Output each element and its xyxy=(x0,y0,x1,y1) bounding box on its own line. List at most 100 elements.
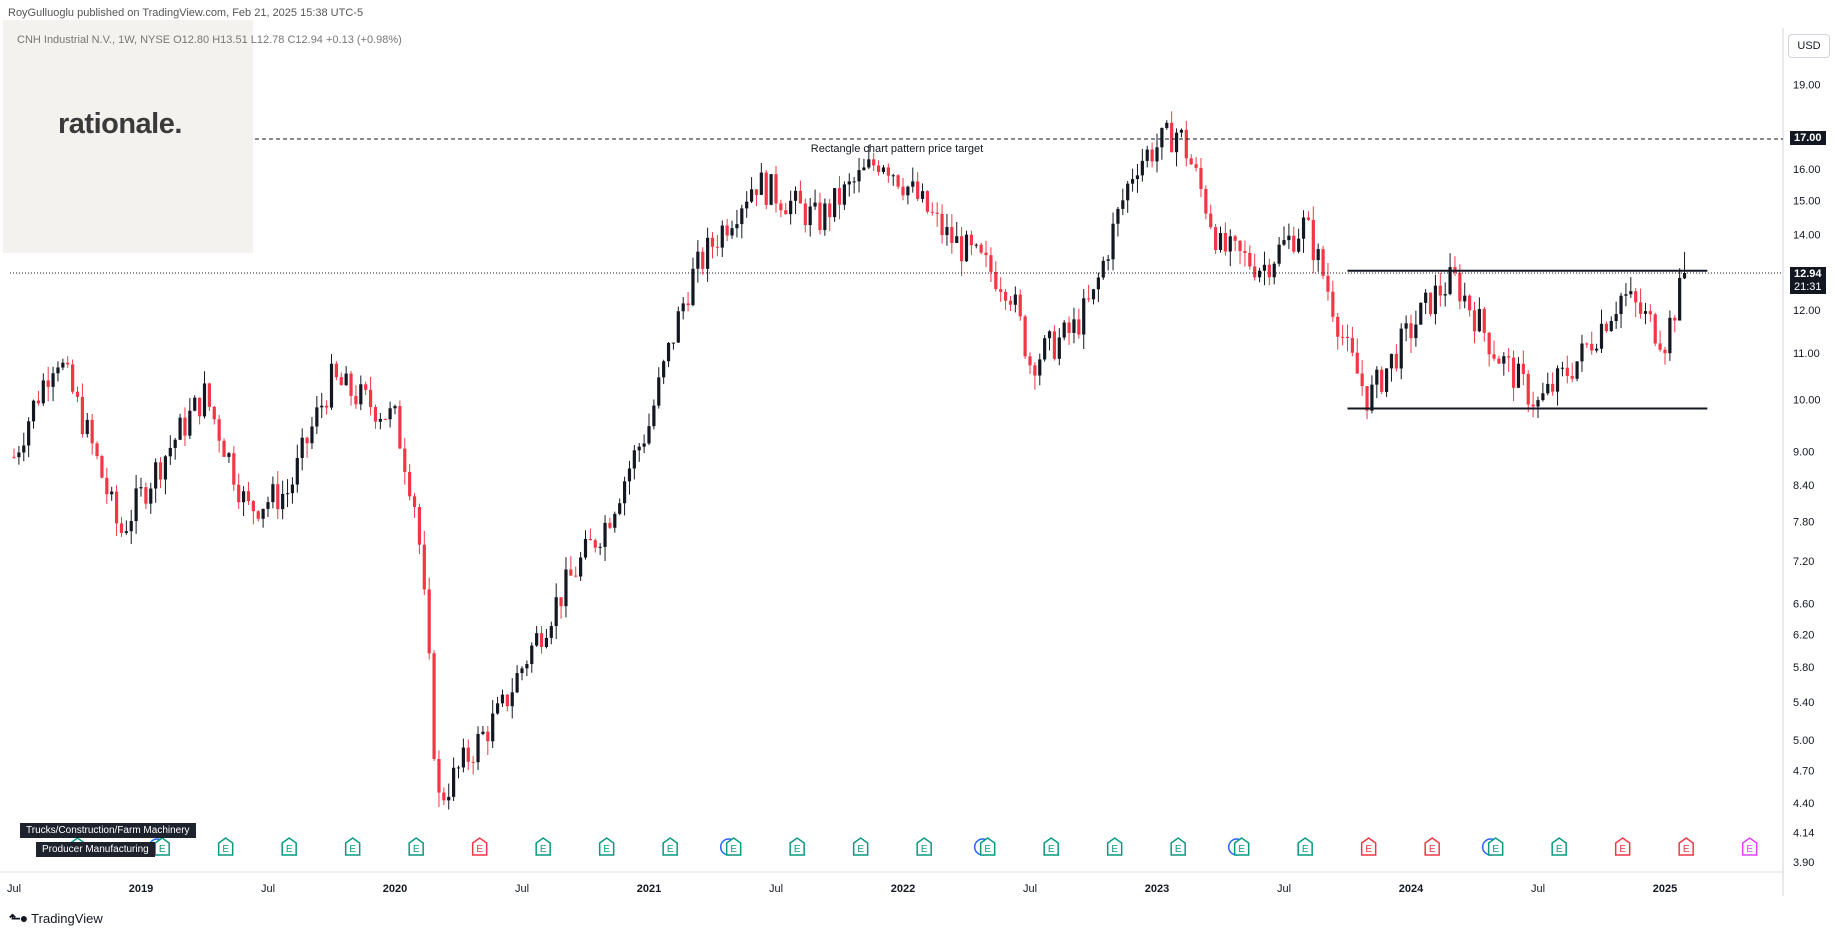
candle-body xyxy=(168,447,172,457)
sector-tag[interactable]: Trucks/Construction/Farm Machinery xyxy=(20,823,196,838)
candle-body xyxy=(1409,323,1413,339)
svg-text:E: E xyxy=(1746,844,1753,855)
earnings-icon[interactable]: E xyxy=(1741,837,1758,856)
candle-body xyxy=(295,457,299,485)
candle-body xyxy=(1643,311,1648,314)
candle-body xyxy=(442,792,446,801)
candle-body xyxy=(593,540,597,548)
candle-body xyxy=(500,694,505,704)
svg-text:E: E xyxy=(1238,844,1245,855)
earnings-icon[interactable]: E xyxy=(789,837,805,856)
candle-body xyxy=(666,342,671,362)
candle-body xyxy=(461,747,465,768)
industry-tag[interactable]: Producer Manufacturing xyxy=(36,842,155,857)
candle-body xyxy=(1165,122,1169,128)
candle-body xyxy=(1575,361,1579,379)
candle-body xyxy=(583,538,588,558)
earnings-icon[interactable]: E xyxy=(217,837,234,856)
earnings-icon[interactable]: E xyxy=(1106,837,1123,856)
candle-body xyxy=(906,186,910,196)
candle-body xyxy=(285,493,290,495)
candle-body xyxy=(1248,252,1252,267)
y-tick-label: 10.00 xyxy=(1793,395,1821,407)
candle-body xyxy=(769,174,773,205)
earnings-icon[interactable]: E xyxy=(1614,837,1631,856)
currency-button[interactable]: USD xyxy=(1788,34,1830,58)
earnings-icon[interactable]: E xyxy=(1551,837,1567,856)
x-tick-label: 2022 xyxy=(891,883,915,895)
earnings-icon[interactable]: E xyxy=(535,837,551,856)
earnings-icon[interactable]: E xyxy=(979,837,996,856)
earnings-icon[interactable]: E xyxy=(1043,837,1059,856)
svg-text:E: E xyxy=(984,844,991,855)
earnings-icon[interactable]: E xyxy=(408,837,424,856)
svg-text:E: E xyxy=(540,844,547,855)
candle-body xyxy=(754,189,759,195)
candle-body xyxy=(246,491,251,502)
svg-text:E: E xyxy=(1429,844,1436,855)
candle-body xyxy=(764,172,768,205)
earnings-icon[interactable]: E xyxy=(344,837,361,856)
candle-body xyxy=(1047,331,1052,339)
x-tick-label: 2021 xyxy=(637,883,661,895)
candle-body xyxy=(217,419,221,441)
candle-body xyxy=(842,184,846,205)
candle-body xyxy=(1140,160,1144,176)
earnings-icon[interactable]: E xyxy=(1233,837,1250,856)
earnings-icon[interactable]: E xyxy=(662,837,678,856)
candle-body xyxy=(178,417,182,440)
candle-body xyxy=(916,181,920,199)
earnings-icon[interactable]: E xyxy=(1678,837,1694,856)
svg-text:E: E xyxy=(413,844,420,855)
earnings-icon[interactable]: E xyxy=(281,837,297,856)
earnings-icon[interactable]: E xyxy=(598,837,615,856)
candle-body xyxy=(627,468,632,482)
earnings-icon[interactable]: E xyxy=(1297,837,1313,856)
candle-body xyxy=(1209,213,1213,228)
candle-body xyxy=(1619,295,1623,315)
candle-body xyxy=(984,252,988,256)
earnings-icon[interactable]: E xyxy=(725,837,742,856)
tradingview-brand[interactable]: ⬑● TradingView xyxy=(9,910,103,927)
candle-body xyxy=(129,521,133,532)
candle-body xyxy=(710,237,715,247)
candle-body xyxy=(789,200,793,215)
candle-body xyxy=(1321,249,1325,276)
candle-body xyxy=(290,484,295,494)
candle-body xyxy=(671,342,676,344)
y-tick-label: 6.20 xyxy=(1793,629,1814,641)
candle-body xyxy=(388,408,392,420)
earnings-icon[interactable]: E xyxy=(471,837,488,856)
candle-body xyxy=(251,501,255,512)
candle-body xyxy=(999,289,1003,292)
earnings-icon[interactable]: E xyxy=(1487,837,1504,856)
y-tick-label: 6.60 xyxy=(1793,599,1814,611)
candle-body xyxy=(1194,164,1198,168)
earnings-icon[interactable]: E xyxy=(1424,837,1440,856)
earnings-icon[interactable]: E xyxy=(1360,837,1377,856)
candle-body xyxy=(1472,310,1477,332)
earnings-icon[interactable]: E xyxy=(852,837,869,856)
candle-body xyxy=(359,384,363,405)
candle-body xyxy=(803,203,807,226)
earnings-icon[interactable]: E xyxy=(154,837,170,856)
candle-body xyxy=(1541,393,1545,401)
candle-body xyxy=(1360,373,1364,387)
candle-body xyxy=(1443,294,1447,296)
candle-body xyxy=(364,384,368,390)
candle-body xyxy=(808,206,812,226)
candle-body xyxy=(354,395,358,405)
svg-text:E: E xyxy=(1365,844,1372,855)
candle-body xyxy=(740,208,744,225)
symbol-ohlc-line[interactable]: CNH Industrial N.V., 1W, NYSE O12.80 H13… xyxy=(17,34,402,46)
y-tick-label: 4.70 xyxy=(1793,765,1814,777)
candle-body xyxy=(867,159,871,168)
earnings-icon[interactable]: E xyxy=(1170,837,1186,856)
earnings-icon[interactable]: E xyxy=(916,837,932,856)
candle-body xyxy=(46,380,50,387)
svg-text:E: E xyxy=(857,844,864,855)
candle-body xyxy=(1399,328,1403,369)
candle-body xyxy=(1326,275,1330,292)
candle-body xyxy=(1033,365,1037,376)
